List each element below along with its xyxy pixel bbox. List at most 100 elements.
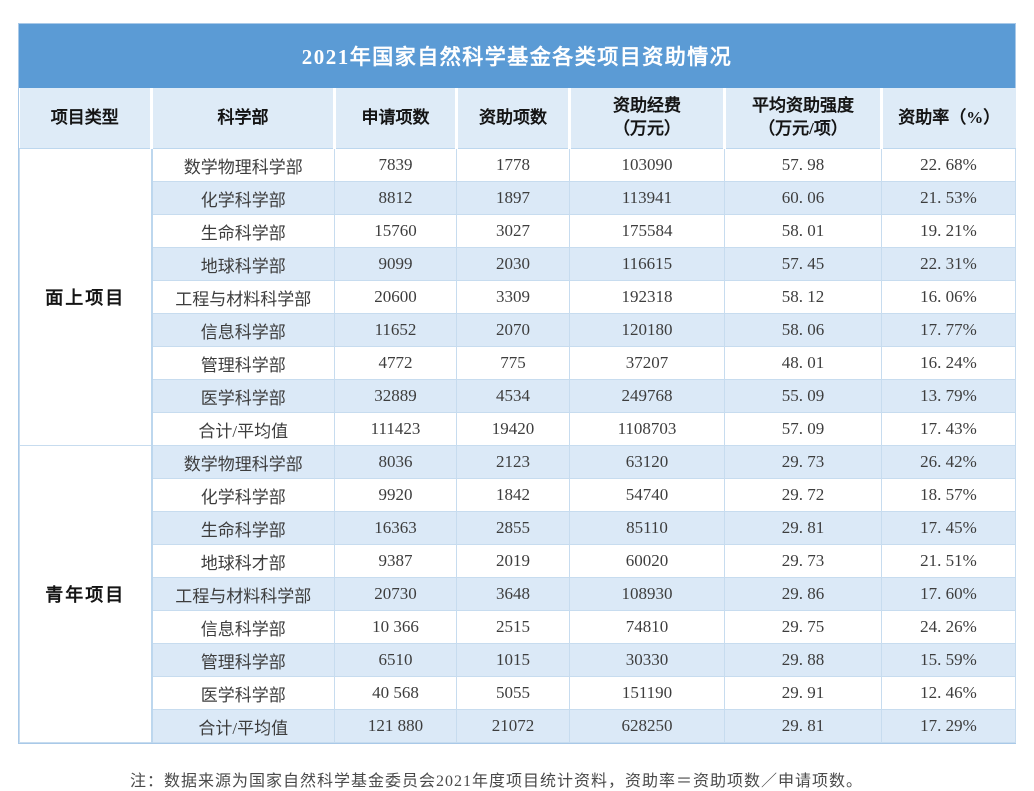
avg-cell: 58. 06 bbox=[724, 313, 882, 347]
table-row: 合计/平均值 121 880 21072 628250 29. 81 17. 2… bbox=[20, 709, 1016, 743]
group-cell-youth-program: 青年项目 bbox=[19, 445, 153, 743]
funding-table: 项目类型 科学部 申请项数 资助项数 资助经费 （万元） 平均资助强度 （万元/… bbox=[19, 88, 1016, 743]
avg-cell: 29. 75 bbox=[724, 610, 882, 644]
amount-cell: 30330 bbox=[569, 643, 725, 677]
amount-cell: 116615 bbox=[569, 247, 725, 281]
table-row: 管理科学部 4772 775 37207 48. 01 16. 24% bbox=[20, 346, 1016, 380]
avg-cell: 48. 01 bbox=[724, 346, 882, 380]
rate-cell: 13. 79% bbox=[881, 379, 1016, 413]
amount-cell: 74810 bbox=[569, 610, 725, 644]
amount-cell: 103090 bbox=[569, 148, 725, 182]
table-row: 化学科学部 9920 1842 54740 29. 72 18. 57% bbox=[20, 478, 1016, 512]
header-row: 项目类型 科学部 申请项数 资助项数 资助经费 （万元） 平均资助强度 （万元/… bbox=[19, 88, 1016, 149]
table-row: 工程与材料科学部 20730 3648 108930 29. 86 17. 60… bbox=[20, 577, 1016, 611]
amount-cell: 60020 bbox=[569, 544, 725, 578]
amount-cell: 120180 bbox=[569, 313, 725, 347]
funded-cell: 1897 bbox=[456, 181, 570, 215]
dept-cell: 医学科学部 bbox=[151, 676, 335, 710]
amount-cell: 1108703 bbox=[569, 412, 725, 446]
applied-cell: 9920 bbox=[334, 478, 457, 512]
avg-cell: 29. 72 bbox=[724, 478, 882, 512]
col-header-avg-intensity: 平均资助强度 （万元/项） bbox=[723, 88, 882, 149]
funded-cell: 2070 bbox=[456, 313, 570, 347]
avg-cell: 57. 09 bbox=[724, 412, 882, 446]
col-header-project-type: 项目类型 bbox=[19, 88, 152, 149]
funded-cell: 1015 bbox=[456, 643, 570, 677]
table-title: 2021年国家自然科学基金各类项目资助情况 bbox=[19, 24, 1015, 88]
dept-cell: 生命科学部 bbox=[151, 511, 335, 545]
amount-cell: 85110 bbox=[569, 511, 725, 545]
col-header-applied-count: 申请项数 bbox=[333, 88, 457, 149]
funded-cell: 2019 bbox=[456, 544, 570, 578]
applied-cell: 10 366 bbox=[334, 610, 457, 644]
funded-cell: 3648 bbox=[456, 577, 570, 611]
rate-cell: 12. 46% bbox=[881, 676, 1016, 710]
applied-cell: 20600 bbox=[334, 280, 457, 314]
funded-cell: 5055 bbox=[456, 676, 570, 710]
rate-cell: 22. 31% bbox=[881, 247, 1016, 281]
amount-cell: 151190 bbox=[569, 676, 725, 710]
avg-cell: 57. 45 bbox=[724, 247, 882, 281]
funded-cell: 4534 bbox=[456, 379, 570, 413]
dept-cell: 地球科才部 bbox=[151, 544, 335, 578]
applied-cell: 32889 bbox=[334, 379, 457, 413]
applied-cell: 111423 bbox=[334, 412, 457, 446]
table-row: 地球科学部 9099 2030 116615 57. 45 22. 31% bbox=[20, 247, 1016, 281]
table-row: 地球科才部 9387 2019 60020 29. 73 21. 51% bbox=[20, 544, 1016, 578]
rate-cell: 16. 24% bbox=[881, 346, 1016, 380]
col-header-funding-rate: 资助率（%） bbox=[880, 88, 1016, 149]
dept-cell: 工程与材料科学部 bbox=[151, 577, 335, 611]
dept-cell: 合计/平均值 bbox=[151, 412, 335, 446]
avg-cell: 29. 86 bbox=[724, 577, 882, 611]
funded-cell: 1842 bbox=[456, 478, 570, 512]
amount-cell: 628250 bbox=[569, 709, 725, 743]
applied-cell: 11652 bbox=[334, 313, 457, 347]
dept-cell: 数学物理科学部 bbox=[151, 445, 335, 479]
funded-cell: 2030 bbox=[456, 247, 570, 281]
funded-cell: 19420 bbox=[456, 412, 570, 446]
rate-cell: 18. 57% bbox=[881, 478, 1016, 512]
dept-cell: 管理科学部 bbox=[151, 346, 335, 380]
table-row: 面上项目 数学物理科学部 7839 1778 103090 57. 98 22.… bbox=[19, 148, 1016, 446]
dept-cell: 地球科学部 bbox=[151, 247, 335, 281]
rate-cell: 17. 45% bbox=[881, 511, 1016, 545]
avg-cell: 29. 91 bbox=[724, 676, 882, 710]
applied-cell: 20730 bbox=[334, 577, 457, 611]
amount-cell: 63120 bbox=[569, 445, 725, 479]
col-header-funded-count: 资助项数 bbox=[455, 88, 570, 149]
amount-cell: 175584 bbox=[569, 214, 725, 248]
applied-cell: 8036 bbox=[334, 445, 457, 479]
funded-cell: 775 bbox=[456, 346, 570, 380]
dept-cell: 管理科学部 bbox=[151, 643, 335, 677]
funded-cell: 2855 bbox=[456, 511, 570, 545]
dept-cell: 化学科学部 bbox=[151, 478, 335, 512]
table-row: 工程与材料科学部 20600 3309 192318 58. 12 16. 06… bbox=[20, 280, 1016, 314]
avg-cell: 29. 73 bbox=[724, 544, 882, 578]
avg-cell: 29. 81 bbox=[724, 511, 882, 545]
col-header-funding-amount: 资助经费 （万元） bbox=[568, 88, 725, 149]
dept-cell: 工程与材料科学部 bbox=[151, 280, 335, 314]
table-row: 合计/平均值 111423 19420 1108703 57. 09 17. 4… bbox=[20, 412, 1016, 446]
dept-cell: 信息科学部 bbox=[151, 610, 335, 644]
table-row: 信息科学部 10 366 2515 74810 29. 75 24. 26% bbox=[20, 610, 1016, 644]
rate-cell: 22. 68% bbox=[881, 148, 1016, 182]
avg-cell: 58. 01 bbox=[724, 214, 882, 248]
footnote-clipped: 注：数据来源为国家自然科学基金委员会2021年度项目统计资料，资助率＝资助项数／… bbox=[130, 773, 864, 790]
funded-cell: 3027 bbox=[456, 214, 570, 248]
rate-cell: 17. 77% bbox=[881, 313, 1016, 347]
rate-cell: 19. 21% bbox=[881, 214, 1016, 248]
amount-cell: 192318 bbox=[569, 280, 725, 314]
table-row: 管理科学部 6510 1015 30330 29. 88 15. 59% bbox=[20, 643, 1016, 677]
group-cell-general-program: 面上项目 bbox=[19, 148, 153, 446]
funding-table-document: 2021年国家自然科学基金各类项目资助情况 项目类型 科学部 申请项数 资助项数… bbox=[18, 23, 1016, 744]
applied-cell: 121 880 bbox=[334, 709, 457, 743]
funded-cell: 3309 bbox=[456, 280, 570, 314]
dept-cell: 医学科学部 bbox=[151, 379, 335, 413]
avg-cell: 55. 09 bbox=[724, 379, 882, 413]
col-header-department: 科学部 bbox=[150, 88, 335, 149]
applied-cell: 40 568 bbox=[334, 676, 457, 710]
rate-cell: 16. 06% bbox=[881, 280, 1016, 314]
avg-cell: 29. 73 bbox=[724, 445, 882, 479]
dept-cell: 信息科学部 bbox=[151, 313, 335, 347]
avg-cell: 29. 88 bbox=[724, 643, 882, 677]
